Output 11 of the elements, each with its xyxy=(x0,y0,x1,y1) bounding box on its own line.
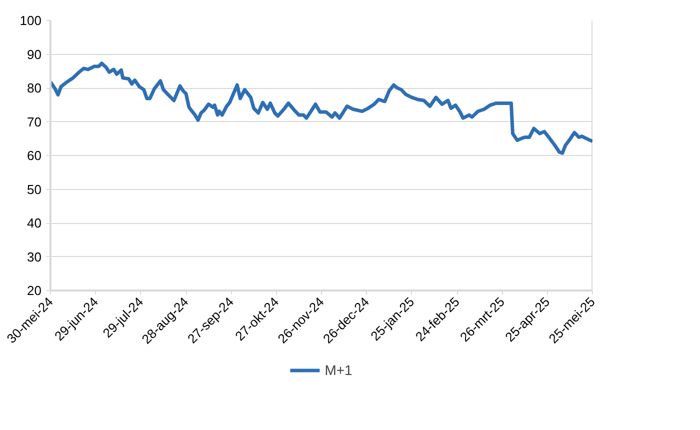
y-tick-label: 90 xyxy=(27,46,42,62)
line-series xyxy=(50,62,592,155)
y-tick-label: 70 xyxy=(27,114,42,130)
y-tick-label: 100 xyxy=(20,13,42,28)
y-tick-label: 30 xyxy=(27,249,42,264)
y-tick-label: 80 xyxy=(27,80,42,96)
y-tick-label: 20 xyxy=(27,283,42,298)
y-tick-label: 50 xyxy=(27,182,42,197)
legend-label: M+1 xyxy=(324,362,352,378)
y-tick-label: 40 xyxy=(27,216,42,230)
y-tick-label: 60 xyxy=(27,148,42,163)
